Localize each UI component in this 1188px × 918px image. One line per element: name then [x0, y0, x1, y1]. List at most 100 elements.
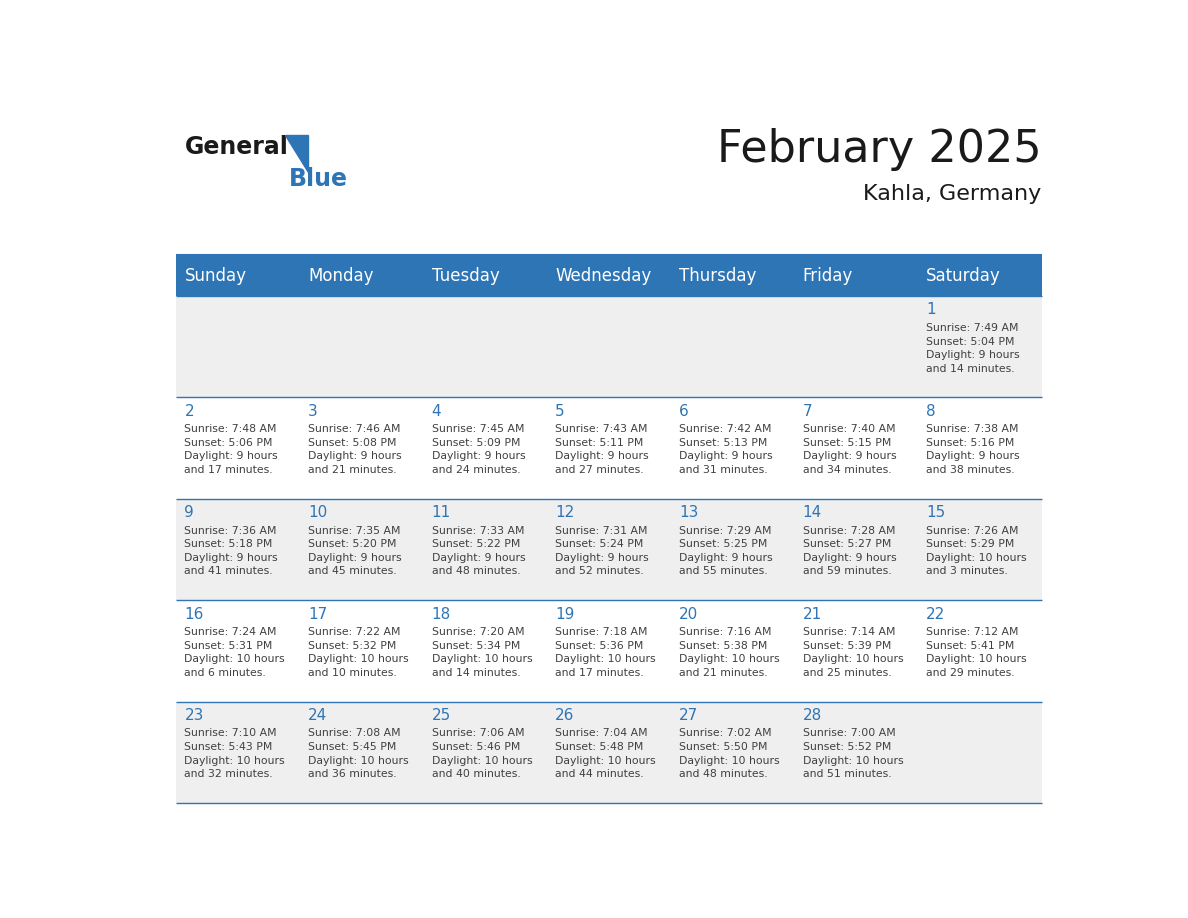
- Text: Friday: Friday: [803, 266, 853, 285]
- Text: 3: 3: [308, 404, 318, 419]
- Text: Sunrise: 7:29 AM
Sunset: 5:25 PM
Daylight: 9 hours
and 55 minutes.: Sunrise: 7:29 AM Sunset: 5:25 PM Dayligh…: [680, 526, 772, 577]
- Text: Monday: Monday: [308, 266, 373, 285]
- Bar: [918, 397, 1042, 498]
- Text: 1: 1: [927, 302, 936, 318]
- Text: 9: 9: [184, 505, 194, 521]
- Polygon shape: [285, 135, 308, 172]
- Text: 24: 24: [308, 708, 328, 722]
- Bar: [795, 498, 918, 600]
- Bar: [795, 397, 918, 498]
- Text: Sunrise: 7:46 AM
Sunset: 5:08 PM
Daylight: 9 hours
and 21 minutes.: Sunrise: 7:46 AM Sunset: 5:08 PM Dayligh…: [308, 424, 402, 476]
- Text: Sunrise: 7:14 AM
Sunset: 5:39 PM
Daylight: 10 hours
and 25 minutes.: Sunrise: 7:14 AM Sunset: 5:39 PM Dayligh…: [803, 627, 903, 677]
- Bar: [423, 600, 546, 701]
- Text: Sunrise: 7:18 AM
Sunset: 5:36 PM
Daylight: 10 hours
and 17 minutes.: Sunrise: 7:18 AM Sunset: 5:36 PM Dayligh…: [555, 627, 656, 677]
- Text: Kahla, Germany: Kahla, Germany: [864, 185, 1042, 205]
- Text: Sunrise: 7:12 AM
Sunset: 5:41 PM
Daylight: 10 hours
and 29 minutes.: Sunrise: 7:12 AM Sunset: 5:41 PM Dayligh…: [927, 627, 1026, 677]
- Bar: [423, 297, 546, 397]
- Text: 4: 4: [431, 404, 441, 419]
- Bar: [176, 397, 299, 498]
- Bar: [423, 701, 546, 803]
- Text: General: General: [185, 135, 289, 159]
- Text: Sunrise: 7:49 AM
Sunset: 5:04 PM
Daylight: 9 hours
and 14 minutes.: Sunrise: 7:49 AM Sunset: 5:04 PM Dayligh…: [927, 323, 1019, 374]
- Bar: [546, 701, 671, 803]
- Bar: [299, 701, 423, 803]
- Text: 16: 16: [184, 607, 204, 621]
- Text: Sunrise: 7:36 AM
Sunset: 5:18 PM
Daylight: 9 hours
and 41 minutes.: Sunrise: 7:36 AM Sunset: 5:18 PM Dayligh…: [184, 526, 278, 577]
- Text: 22: 22: [927, 607, 946, 621]
- Bar: [671, 498, 795, 600]
- Text: Saturday: Saturday: [927, 266, 1001, 285]
- Text: 20: 20: [680, 607, 699, 621]
- Text: Sunrise: 7:10 AM
Sunset: 5:43 PM
Daylight: 10 hours
and 32 minutes.: Sunrise: 7:10 AM Sunset: 5:43 PM Dayligh…: [184, 728, 285, 779]
- Text: 17: 17: [308, 607, 328, 621]
- Text: 27: 27: [680, 708, 699, 722]
- Bar: [546, 498, 671, 600]
- Text: Sunrise: 7:35 AM
Sunset: 5:20 PM
Daylight: 9 hours
and 45 minutes.: Sunrise: 7:35 AM Sunset: 5:20 PM Dayligh…: [308, 526, 402, 577]
- Text: Sunrise: 7:40 AM
Sunset: 5:15 PM
Daylight: 9 hours
and 34 minutes.: Sunrise: 7:40 AM Sunset: 5:15 PM Dayligh…: [803, 424, 896, 476]
- Text: Sunrise: 7:24 AM
Sunset: 5:31 PM
Daylight: 10 hours
and 6 minutes.: Sunrise: 7:24 AM Sunset: 5:31 PM Dayligh…: [184, 627, 285, 677]
- Text: Sunrise: 7:22 AM
Sunset: 5:32 PM
Daylight: 10 hours
and 10 minutes.: Sunrise: 7:22 AM Sunset: 5:32 PM Dayligh…: [308, 627, 409, 677]
- Text: Sunrise: 7:33 AM
Sunset: 5:22 PM
Daylight: 9 hours
and 48 minutes.: Sunrise: 7:33 AM Sunset: 5:22 PM Dayligh…: [431, 526, 525, 577]
- Bar: [299, 297, 423, 397]
- Text: Sunrise: 7:20 AM
Sunset: 5:34 PM
Daylight: 10 hours
and 14 minutes.: Sunrise: 7:20 AM Sunset: 5:34 PM Dayligh…: [431, 627, 532, 677]
- Text: Sunrise: 7:28 AM
Sunset: 5:27 PM
Daylight: 9 hours
and 59 minutes.: Sunrise: 7:28 AM Sunset: 5:27 PM Dayligh…: [803, 526, 896, 577]
- Text: 6: 6: [680, 404, 689, 419]
- Bar: [795, 297, 918, 397]
- Text: Sunrise: 7:43 AM
Sunset: 5:11 PM
Daylight: 9 hours
and 27 minutes.: Sunrise: 7:43 AM Sunset: 5:11 PM Dayligh…: [555, 424, 649, 476]
- Bar: [299, 600, 423, 701]
- Bar: [546, 600, 671, 701]
- Text: 8: 8: [927, 404, 936, 419]
- Text: 7: 7: [803, 404, 813, 419]
- Bar: [546, 297, 671, 397]
- Text: Sunrise: 7:26 AM
Sunset: 5:29 PM
Daylight: 10 hours
and 3 minutes.: Sunrise: 7:26 AM Sunset: 5:29 PM Dayligh…: [927, 526, 1026, 577]
- Bar: [918, 498, 1042, 600]
- Bar: [299, 397, 423, 498]
- Text: Sunrise: 7:04 AM
Sunset: 5:48 PM
Daylight: 10 hours
and 44 minutes.: Sunrise: 7:04 AM Sunset: 5:48 PM Dayligh…: [555, 728, 656, 779]
- Text: 19: 19: [555, 607, 575, 621]
- Bar: [423, 397, 546, 498]
- Bar: [795, 701, 918, 803]
- Text: Sunrise: 7:08 AM
Sunset: 5:45 PM
Daylight: 10 hours
and 36 minutes.: Sunrise: 7:08 AM Sunset: 5:45 PM Dayligh…: [308, 728, 409, 779]
- Bar: [299, 498, 423, 600]
- Text: 14: 14: [803, 505, 822, 521]
- Bar: [671, 701, 795, 803]
- Text: February 2025: February 2025: [716, 128, 1042, 171]
- Text: Wednesday: Wednesday: [555, 266, 651, 285]
- Text: Sunrise: 7:16 AM
Sunset: 5:38 PM
Daylight: 10 hours
and 21 minutes.: Sunrise: 7:16 AM Sunset: 5:38 PM Dayligh…: [680, 627, 779, 677]
- Bar: [918, 701, 1042, 803]
- Text: 23: 23: [184, 708, 204, 722]
- Text: 18: 18: [431, 607, 451, 621]
- Text: 2: 2: [184, 404, 194, 419]
- Text: 25: 25: [431, 708, 451, 722]
- Text: 21: 21: [803, 607, 822, 621]
- Text: Sunrise: 7:31 AM
Sunset: 5:24 PM
Daylight: 9 hours
and 52 minutes.: Sunrise: 7:31 AM Sunset: 5:24 PM Dayligh…: [555, 526, 649, 577]
- Text: 12: 12: [555, 505, 575, 521]
- Bar: [671, 600, 795, 701]
- Text: Sunday: Sunday: [184, 266, 246, 285]
- Bar: [423, 498, 546, 600]
- Bar: [176, 498, 299, 600]
- Text: 10: 10: [308, 505, 328, 521]
- Bar: [176, 255, 1042, 297]
- Text: Sunrise: 7:45 AM
Sunset: 5:09 PM
Daylight: 9 hours
and 24 minutes.: Sunrise: 7:45 AM Sunset: 5:09 PM Dayligh…: [431, 424, 525, 476]
- Bar: [671, 297, 795, 397]
- Bar: [546, 397, 671, 498]
- Text: Thursday: Thursday: [680, 266, 757, 285]
- Text: 11: 11: [431, 505, 451, 521]
- Text: Blue: Blue: [290, 167, 348, 191]
- Bar: [918, 600, 1042, 701]
- Text: Sunrise: 7:38 AM
Sunset: 5:16 PM
Daylight: 9 hours
and 38 minutes.: Sunrise: 7:38 AM Sunset: 5:16 PM Dayligh…: [927, 424, 1019, 476]
- Text: Sunrise: 7:48 AM
Sunset: 5:06 PM
Daylight: 9 hours
and 17 minutes.: Sunrise: 7:48 AM Sunset: 5:06 PM Dayligh…: [184, 424, 278, 476]
- Bar: [176, 297, 299, 397]
- Text: 5: 5: [555, 404, 565, 419]
- Text: Tuesday: Tuesday: [431, 266, 499, 285]
- Text: Sunrise: 7:02 AM
Sunset: 5:50 PM
Daylight: 10 hours
and 48 minutes.: Sunrise: 7:02 AM Sunset: 5:50 PM Dayligh…: [680, 728, 779, 779]
- Text: 28: 28: [803, 708, 822, 722]
- Text: 15: 15: [927, 505, 946, 521]
- Bar: [176, 600, 299, 701]
- Text: Sunrise: 7:06 AM
Sunset: 5:46 PM
Daylight: 10 hours
and 40 minutes.: Sunrise: 7:06 AM Sunset: 5:46 PM Dayligh…: [431, 728, 532, 779]
- Text: 26: 26: [555, 708, 575, 722]
- Bar: [918, 297, 1042, 397]
- Text: 13: 13: [680, 505, 699, 521]
- Text: Sunrise: 7:42 AM
Sunset: 5:13 PM
Daylight: 9 hours
and 31 minutes.: Sunrise: 7:42 AM Sunset: 5:13 PM Dayligh…: [680, 424, 772, 476]
